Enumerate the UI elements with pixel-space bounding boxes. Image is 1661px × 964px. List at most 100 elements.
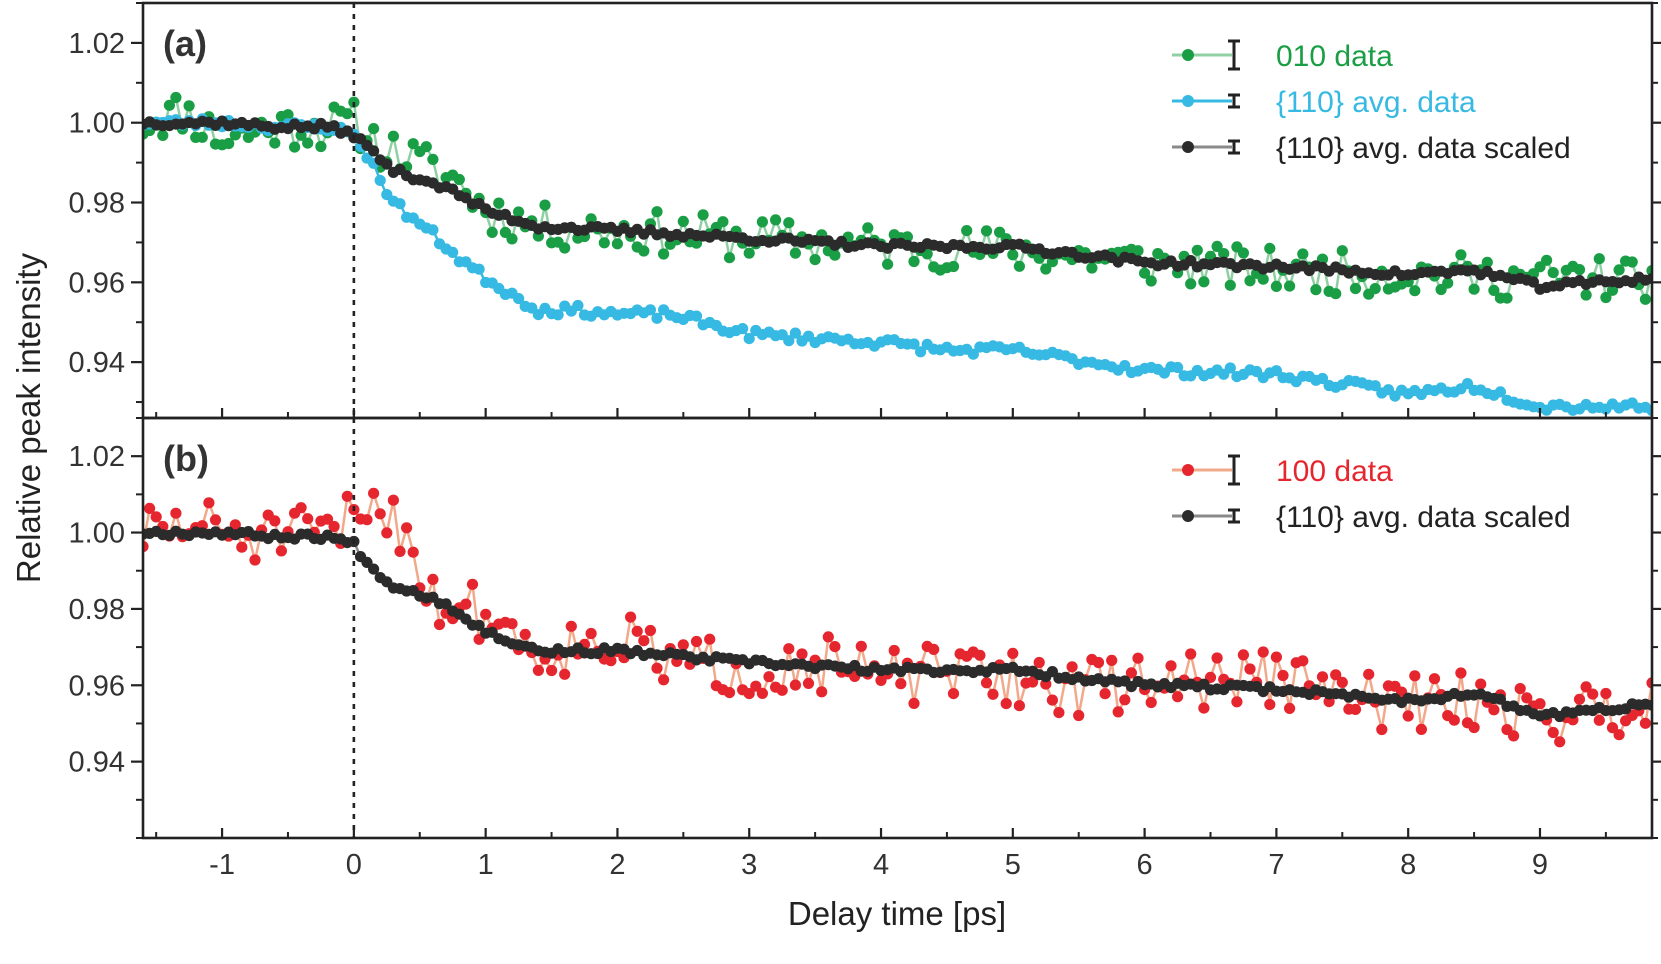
data-point	[1349, 703, 1362, 716]
data-point	[539, 199, 551, 211]
data-point	[908, 255, 920, 268]
data-point	[980, 225, 993, 237]
data-point	[282, 109, 294, 121]
data-point	[928, 643, 940, 656]
data-point	[1013, 700, 1025, 712]
legend-item: {110} avg. data	[1172, 86, 1476, 119]
data-point	[1323, 696, 1335, 708]
data-point	[1606, 284, 1619, 296]
data-point	[368, 145, 380, 157]
data-point	[1112, 706, 1124, 718]
data-point	[1224, 362, 1236, 374]
data-point	[1573, 693, 1586, 705]
data-point	[513, 293, 525, 305]
data-point	[559, 668, 571, 680]
data-point	[1277, 669, 1289, 682]
data-point	[513, 206, 525, 218]
data-point	[1501, 292, 1513, 304]
data-point	[677, 639, 689, 651]
data-point	[1172, 361, 1184, 374]
data-point	[157, 129, 169, 141]
data-point	[387, 130, 399, 142]
y-tick-label: 0.94	[69, 347, 125, 379]
data-point	[1336, 676, 1348, 689]
data-point	[1211, 652, 1223, 664]
data-point	[756, 216, 769, 228]
data-point	[506, 618, 518, 630]
data-point	[387, 494, 399, 506]
x-tick-label: 9	[1532, 849, 1548, 881]
data-point	[407, 546, 419, 558]
data-point	[1297, 655, 1309, 667]
series--110-avg-data-scaled	[143, 115, 1652, 295]
legend-marker	[1182, 464, 1194, 476]
data-point	[1046, 694, 1058, 706]
data-point	[1284, 702, 1296, 715]
data-point	[183, 100, 195, 112]
data-point	[1349, 282, 1362, 295]
data-point	[1468, 283, 1480, 295]
data-point	[776, 684, 788, 696]
data-point	[1514, 683, 1526, 695]
data-point	[374, 508, 386, 520]
data-point	[1218, 248, 1230, 260]
legend-label: 010 data	[1276, 40, 1393, 73]
data-point	[1224, 279, 1236, 291]
data-point	[1593, 714, 1605, 726]
data-point	[1073, 709, 1085, 722]
data-point	[1185, 648, 1197, 660]
legend-marker	[1182, 141, 1194, 153]
plot-area	[143, 91, 1652, 417]
data-point	[1600, 687, 1612, 700]
data-point	[328, 120, 340, 132]
legend: 100 data {110} avg. data scaled	[1172, 454, 1571, 534]
panel-frame	[141, 416, 1654, 840]
data-point	[651, 662, 663, 674]
data-point	[374, 174, 386, 186]
data-point	[427, 573, 439, 586]
data-point	[1554, 736, 1566, 748]
data-point	[1244, 663, 1256, 675]
data-point	[1547, 267, 1559, 279]
data-point	[1066, 661, 1078, 673]
data-point	[1369, 283, 1381, 295]
data-point	[1488, 704, 1500, 716]
legend: 010 data {110} avg. data {110} avg. data s…	[1172, 39, 1571, 165]
data-point	[789, 247, 802, 259]
data-point	[1007, 647, 1019, 660]
data-point	[690, 310, 703, 322]
data-point	[572, 299, 584, 312]
legend-label: 100 data	[1276, 455, 1393, 488]
data-point	[1646, 404, 1652, 417]
data-point	[394, 198, 406, 210]
data-point	[598, 237, 610, 249]
data-point	[236, 541, 248, 553]
data-point	[1475, 678, 1487, 690]
y-tick-label: 1.02	[69, 441, 125, 473]
data-point	[1007, 249, 1019, 261]
data-point	[644, 624, 657, 637]
data-point	[420, 141, 432, 153]
data-point	[631, 625, 643, 637]
data-point	[809, 254, 821, 266]
data-point	[1468, 721, 1480, 734]
y-tick-label: 1.00	[69, 108, 125, 140]
data-point	[163, 99, 175, 111]
data-point	[1316, 372, 1329, 385]
data-point	[625, 611, 637, 623]
data-point	[947, 260, 960, 273]
panel-label: (b)	[163, 438, 209, 479]
y-tick-label: 1.02	[69, 28, 125, 60]
data-point	[1046, 256, 1058, 268]
data-point	[552, 309, 564, 321]
data-point	[1455, 249, 1467, 261]
data-point	[203, 497, 215, 509]
y-tick-label: 0.96	[69, 267, 125, 299]
data-point	[1646, 699, 1652, 711]
data-point	[361, 514, 373, 526]
data-point	[196, 131, 208, 143]
data-point	[368, 563, 380, 575]
data-point	[519, 628, 531, 641]
data-point	[895, 678, 907, 690]
